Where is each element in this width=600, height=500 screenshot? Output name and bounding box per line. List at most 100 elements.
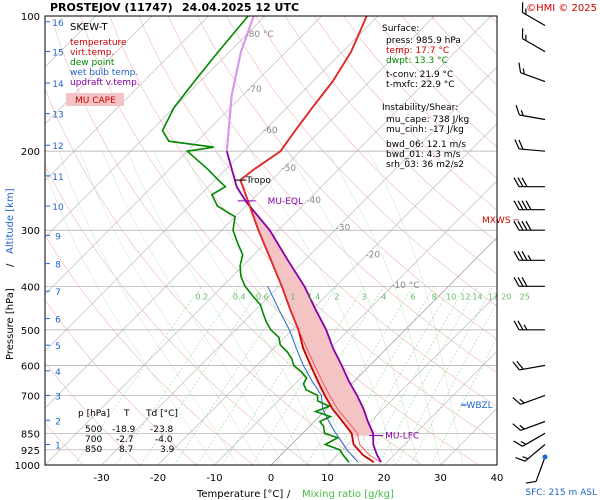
wind-barbs [512, 2, 548, 484]
isotherm-label: -10 °C [391, 281, 419, 291]
wind-barb-surface-dot [542, 454, 548, 460]
wind-barb-shaft [520, 72, 546, 83]
pressure-tick-label: 850 [21, 429, 40, 440]
mixing-ratio-label: 12 [460, 292, 470, 301]
dry-adiabat [343, 16, 497, 179]
mixing-ratio-label: 4 [381, 292, 386, 301]
dry-adiabat [197, 16, 497, 340]
wind-barb-shaft [520, 420, 546, 431]
wind-barb [512, 420, 546, 431]
wind-barb [521, 2, 546, 27]
surface-tmxfc: t-mxfc: 22.9 °C [386, 80, 455, 90]
plot-border [44, 15, 498, 466]
wind-barb [515, 105, 546, 121]
pressure-tick-label: 200 [21, 147, 40, 158]
wind-barb-feather [521, 277, 528, 287]
altitude-tick-label: 6 [55, 316, 61, 326]
level-table: p [hPa] T Td [°C] 500 -18.9 -23.8 700 -2… [78, 409, 178, 455]
isotherm [383, 350, 497, 465]
mixing-ratio-label: 1 [290, 292, 295, 301]
mixing-ratio-label: 8 [432, 292, 437, 301]
plot-frame [44, 15, 498, 466]
wind-barb [514, 139, 546, 152]
legend-item-temperature: temperature [70, 38, 127, 48]
wind-barb-shaft [522, 38, 546, 53]
wind-barb-feather [518, 139, 524, 150]
wind-barb-shaft [519, 364, 546, 371]
series-dew-point [161, 16, 350, 463]
altitude-tick-label: 8 [55, 261, 61, 271]
wind-barb-half-feather [522, 456, 529, 460]
wind-barb-feather [517, 220, 524, 231]
wind-barb-shaft [522, 11, 546, 27]
mixing-ratio-label: 2 [334, 292, 339, 301]
altitude-tick-label: 1 [55, 441, 61, 451]
mu-eql-label: MU-EQL [268, 197, 303, 207]
wind-barb [512, 360, 546, 371]
dry-adiabat [109, 16, 497, 442]
dry-adiabat [226, 16, 497, 307]
wind-barb-feather [516, 360, 524, 370]
shear-srh03: srh_03: 36 m2/s2 [386, 160, 464, 170]
legend-item-dew-point: dew point [70, 58, 115, 68]
temperature-tick-label: 40 [491, 473, 504, 484]
wind-barb-feather [521, 28, 524, 39]
mu-cape-area [246, 202, 374, 436]
wind-barb [513, 220, 545, 231]
temperature-tick-label: 20 [378, 473, 391, 484]
wind-barb-feather [513, 251, 520, 261]
wind-barb-half-feather [519, 424, 525, 430]
tropopause-label: Tropo [245, 176, 271, 186]
wind-barb-feather [521, 2, 524, 13]
table-cell: 8.7 [119, 445, 133, 455]
mixing-ratio-label: 17 [488, 292, 498, 301]
legend-item-updraft: updraft v.temp. [70, 78, 140, 88]
mu-cape-legend-swatch [66, 93, 124, 106]
wind-barb-half-feather [527, 254, 532, 261]
legend-item-wet-bulb: wet bulb temp. [70, 68, 138, 78]
series-updraft-upper [225, 16, 255, 152]
mixing-ratio-label: 14 [472, 292, 482, 301]
wind-barb-feather [515, 456, 526, 462]
dry-adiabat [314, 16, 497, 211]
isotherm [45, 16, 322, 295]
mixing-ratio-label: 0.6 [256, 292, 269, 301]
surface-dwpt: dwpt: 13.3 °C [386, 56, 448, 66]
altitude-tick-label: 12 [52, 142, 63, 152]
copyright-label: ©HMI © 2025 [526, 3, 597, 14]
wind-barb [515, 444, 546, 462]
wind-barb-feather [521, 200, 528, 210]
wind-barb [513, 200, 545, 211]
isotherm [45, 16, 379, 352]
dry-adiabat [519, 16, 600, 465]
isotherm [45, 16, 266, 238]
wind-barb-feather [525, 480, 537, 484]
wind-barb-shaft [535, 456, 546, 482]
wind-barb-shaft [524, 444, 546, 462]
wind-barb-feather [512, 423, 521, 431]
surface-tconv: t-conv: 21.9 °C [386, 70, 453, 80]
altitude-tick-label: 11 [52, 173, 63, 183]
wind-barb-feather [521, 251, 528, 261]
shear-bwd01: bwd_01: 4.3 m/s [386, 150, 461, 160]
dry-adiabat [255, 16, 497, 275]
altitude-tick-label: 4 [55, 368, 61, 378]
legend-title: SKEW-T [70, 22, 108, 33]
y-axis-title-altitude: Altitude [km] [5, 188, 16, 254]
surface-temp: temp: 17.7 °C [386, 46, 449, 56]
instability-title: Instability/Shear: [382, 103, 458, 113]
surface-press: press: 985.9 hPa [386, 36, 461, 46]
wind-barb-feather [512, 361, 520, 371]
moist-adiabat [102, 151, 283, 465]
wind-barb-feather [512, 397, 521, 405]
pressure-tick-label: 700 [21, 391, 40, 402]
table-cell: -2.7 [116, 435, 134, 445]
altitude-tick-label: 7 [55, 288, 61, 298]
wind-barb-half-feather [519, 398, 525, 404]
table-header-t: T [123, 409, 130, 419]
wind-barb-feather [525, 220, 532, 231]
table-cell: 500 [85, 425, 102, 435]
table-cell: 3.9 [160, 445, 175, 455]
mixing-ratio-label: 10 [446, 292, 456, 301]
isotherm-label: -20 [365, 250, 380, 260]
